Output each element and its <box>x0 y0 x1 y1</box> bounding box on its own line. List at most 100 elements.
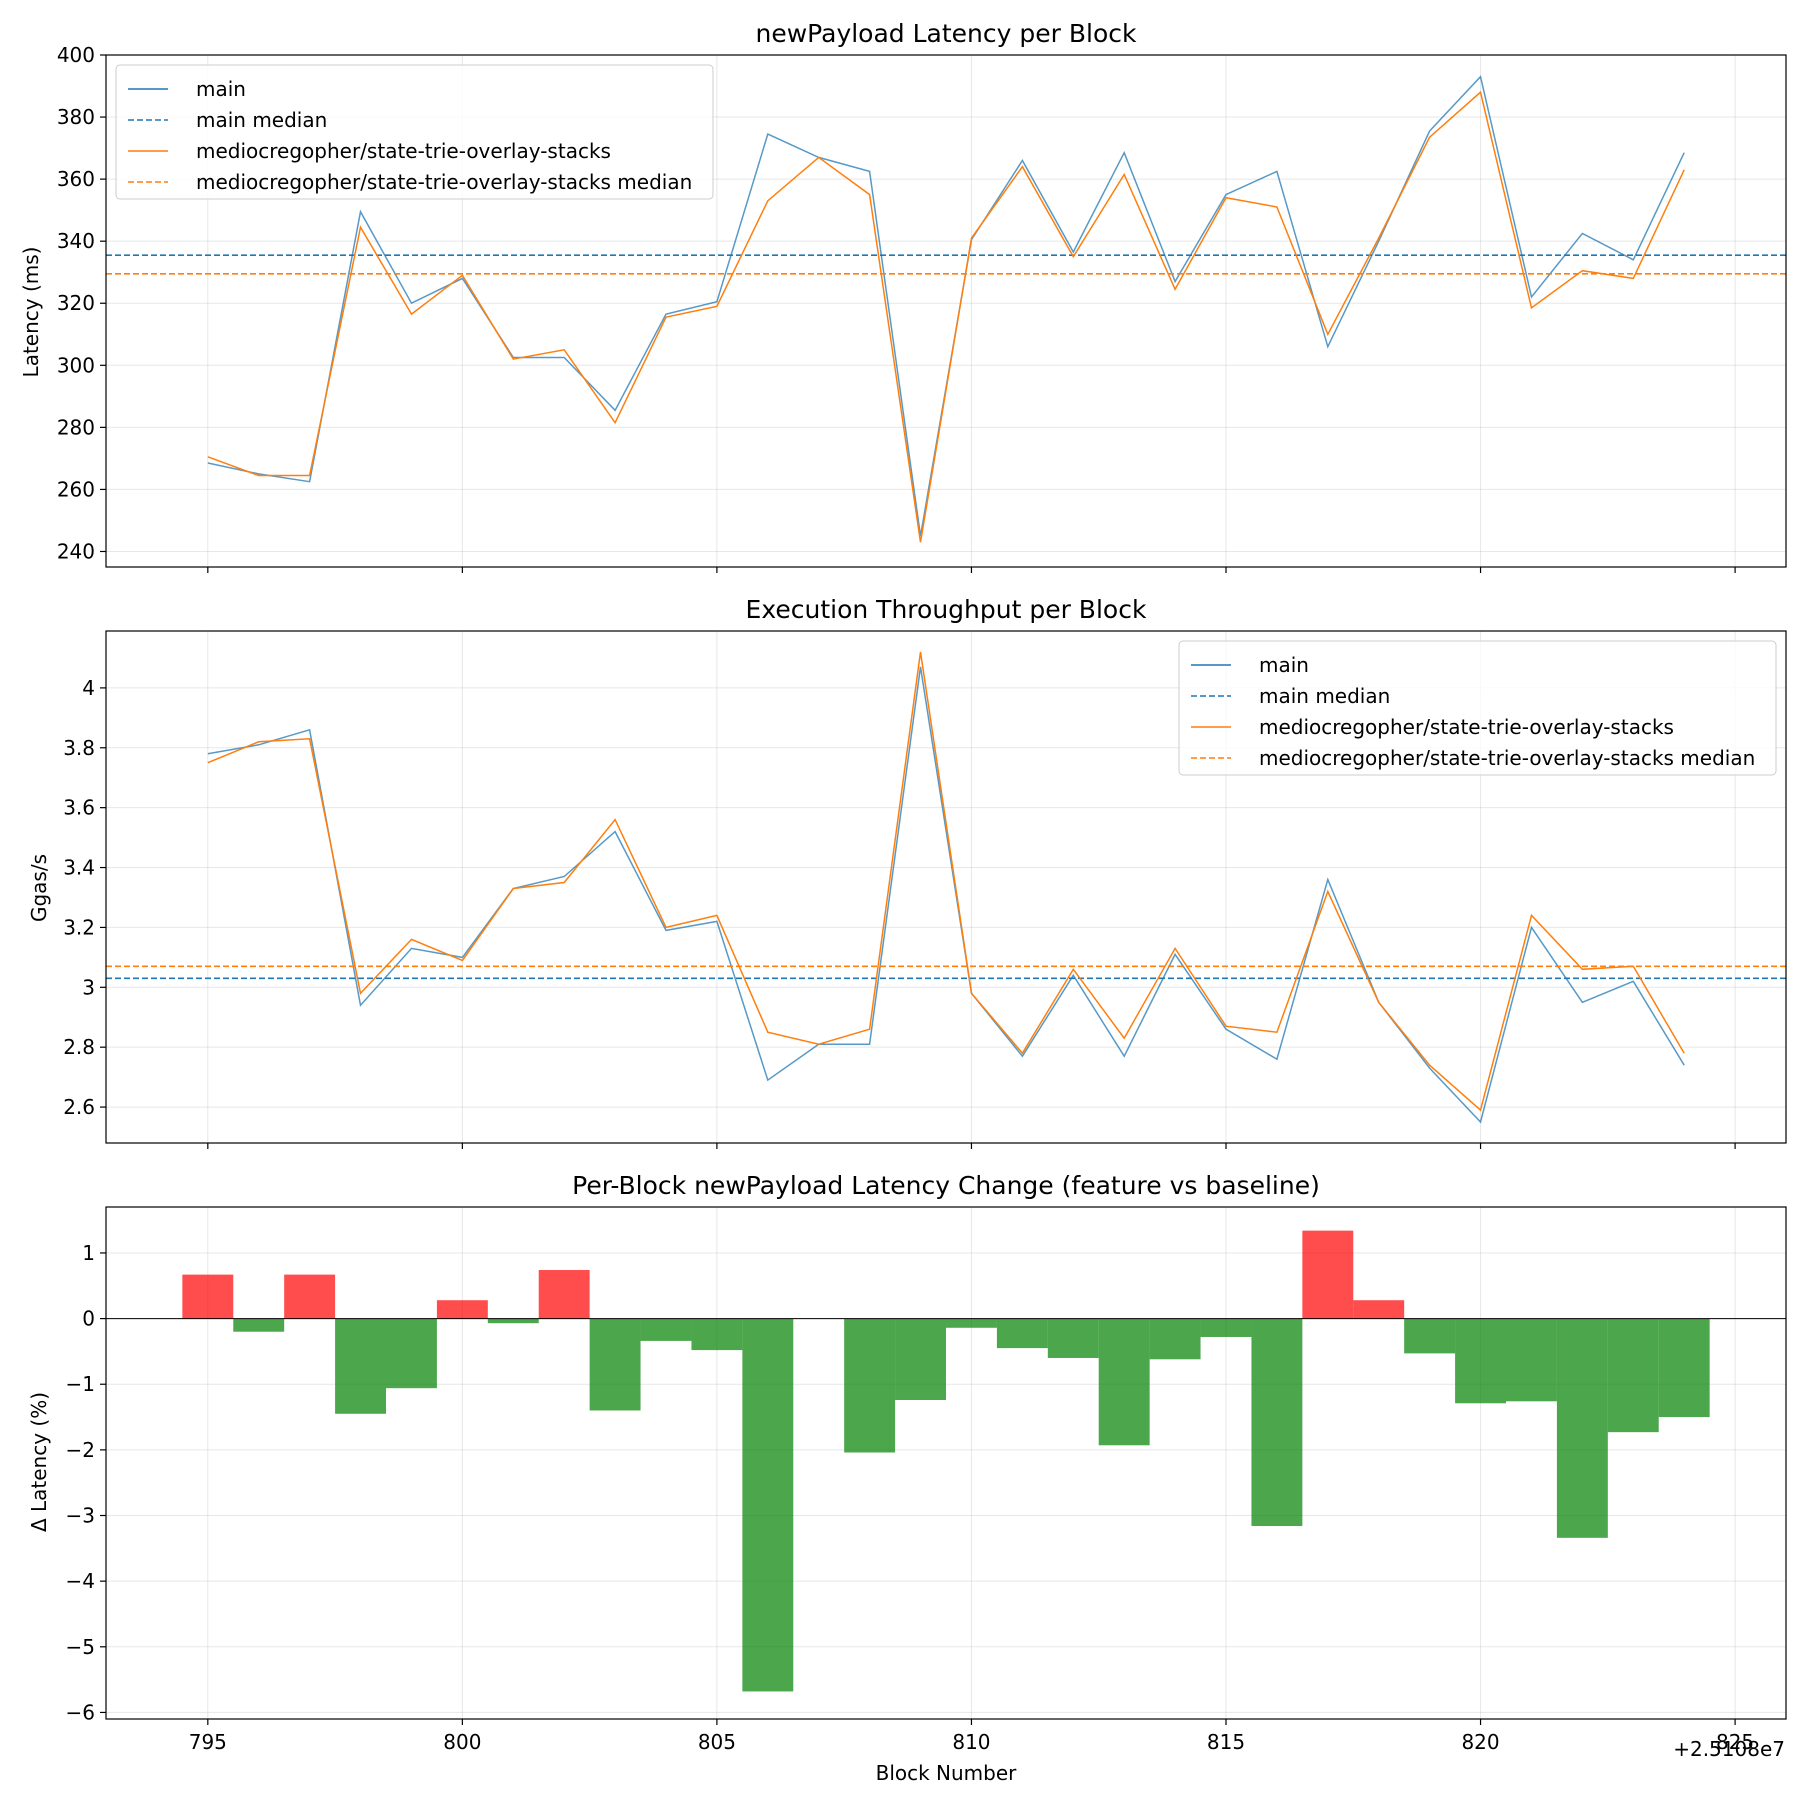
axes-frame <box>105 630 1787 1144</box>
data-point <box>1479 1121 1481 1123</box>
data-point <box>919 666 921 668</box>
data-point <box>512 358 514 360</box>
data-point <box>1174 953 1176 955</box>
y-tick-label: 3 <box>82 975 95 999</box>
data-point <box>614 818 616 820</box>
bar <box>1149 1318 1201 1360</box>
bar <box>1098 1318 1150 1446</box>
data-point <box>410 302 412 304</box>
bar <box>996 1318 1048 1349</box>
data-point <box>1174 280 1176 282</box>
data-point <box>1581 232 1583 234</box>
data-point <box>308 729 310 731</box>
axes-frame <box>105 54 1787 568</box>
bar <box>1200 1318 1252 1337</box>
x-tick-label: 815 <box>1207 1730 1245 1754</box>
data-point <box>716 305 718 307</box>
bar <box>1353 1300 1405 1319</box>
data-point <box>716 300 718 302</box>
latency-change-y-axis-label: Δ Latency (%) <box>27 1392 51 1532</box>
data-point <box>716 920 718 922</box>
throughput-y-axis-label: Ggas/s <box>27 854 51 922</box>
y-tick-label: 300 <box>57 353 95 377</box>
data-point <box>1123 173 1125 175</box>
bar <box>1404 1318 1456 1354</box>
x-tick-label: 795 <box>189 1730 227 1754</box>
data-point <box>563 875 565 877</box>
y-tick-label: 360 <box>57 167 95 191</box>
data-point <box>1123 1055 1125 1057</box>
x-tick-label: 820 <box>1461 1730 1499 1754</box>
data-point <box>207 762 209 764</box>
data-point <box>1581 968 1583 970</box>
data-point <box>1327 345 1329 347</box>
series-line-2 <box>207 90 1685 543</box>
data-point <box>1021 1055 1023 1057</box>
data-point <box>359 1004 361 1006</box>
throughput-chart-title: Execution Throughput per Block <box>746 595 1147 624</box>
data-point <box>1276 1031 1278 1033</box>
data-point <box>1225 193 1227 195</box>
data-point <box>512 887 514 889</box>
bar <box>640 1318 692 1341</box>
bar <box>742 1318 794 1692</box>
bar <box>386 1318 437 1389</box>
data-point <box>1683 1052 1685 1054</box>
data-point <box>1327 878 1329 880</box>
bar <box>538 1270 590 1319</box>
bar <box>691 1318 743 1351</box>
data-point <box>1072 251 1074 253</box>
latency-change-chart-title: Per-Block newPayload Latency Change (fea… <box>572 1171 1320 1200</box>
data-point <box>1021 1052 1023 1054</box>
data-point <box>1072 974 1074 976</box>
bar <box>1506 1318 1557 1402</box>
x-axis-label: Block Number <box>876 1761 1018 1785</box>
data-point <box>1683 169 1685 171</box>
y-tick-label: 340 <box>57 229 95 253</box>
data-point <box>1174 947 1176 949</box>
legend-label: main <box>1259 653 1309 677</box>
data-point <box>410 313 412 315</box>
bar <box>284 1274 336 1319</box>
bar <box>182 1274 234 1319</box>
x-tick-label: 825 <box>1716 1730 1754 1754</box>
data-point <box>1378 237 1380 239</box>
legend-box <box>1178 640 1777 776</box>
legend-label: main median <box>196 108 327 132</box>
data-point <box>818 156 820 158</box>
data-point <box>1123 1037 1125 1039</box>
data-point <box>614 422 616 424</box>
data-point <box>1530 307 1532 309</box>
data-point <box>716 914 718 916</box>
data-point <box>1581 1001 1583 1003</box>
y-tick-label: 260 <box>57 477 95 501</box>
data-point <box>970 237 972 239</box>
y-tick-label: −2 <box>66 1438 95 1462</box>
y-tick-label: 320 <box>57 291 95 315</box>
y-tick-label: −3 <box>66 1504 95 1528</box>
throughput-panel: Execution Throughput per Block Ggas/s 2.… <box>27 595 1787 1149</box>
bar <box>946 1318 997 1328</box>
data-point <box>1530 914 1532 916</box>
data-point <box>970 992 972 994</box>
y-tick-label: 3.6 <box>63 796 95 820</box>
data-point <box>919 541 921 543</box>
data-point <box>818 1043 820 1045</box>
data-point <box>258 741 260 743</box>
data-point <box>207 462 209 464</box>
bar <box>436 1300 488 1319</box>
data-point <box>308 474 310 476</box>
data-point <box>1021 159 1023 161</box>
data-point <box>308 738 310 740</box>
data-point <box>359 211 361 213</box>
data-point <box>919 651 921 653</box>
data-point <box>767 200 769 202</box>
bar <box>335 1318 386 1414</box>
y-tick-label: 2.8 <box>63 1035 95 1059</box>
data-point <box>1428 130 1430 132</box>
legend-label: mediocregopher/state-trie-overlay-stacks <box>196 139 611 163</box>
latency-panel: newPayload Latency per Block Latency (ms… <box>19 19 1787 573</box>
latency-y-axis-label: Latency (ms) <box>19 247 43 378</box>
data-point <box>1683 152 1685 154</box>
